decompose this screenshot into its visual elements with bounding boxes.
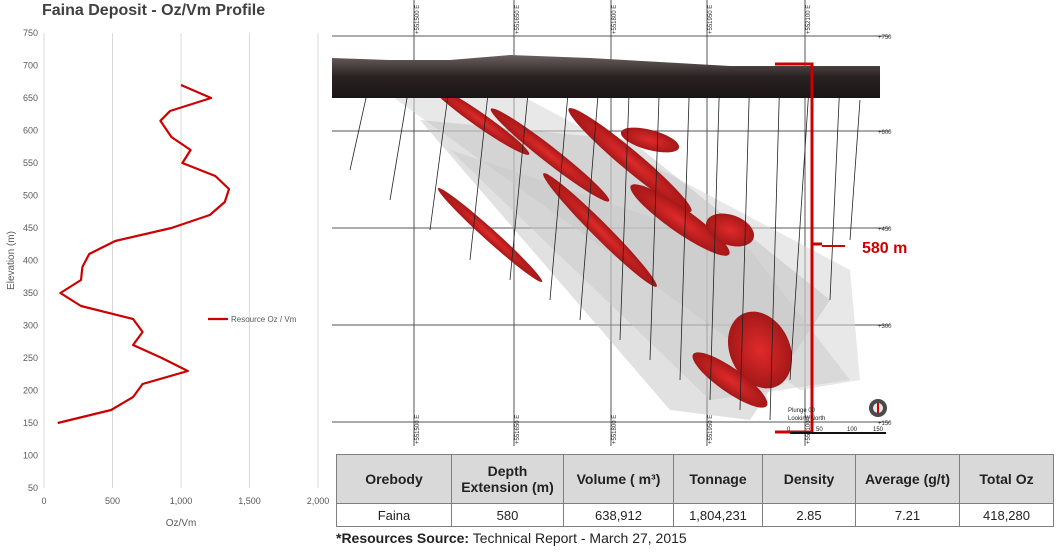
series-line bbox=[57, 83, 231, 425]
svg-text:150: 150 bbox=[873, 427, 884, 433]
elev-label-750: +750 bbox=[878, 35, 892, 41]
source-note: *Resources Source: Technical Report - Ma… bbox=[336, 530, 687, 546]
elev-label-600: +600 bbox=[878, 130, 892, 136]
elev-label-450: +450 bbox=[878, 227, 892, 233]
elevation-labels: +750 +600 +450 +300 +150 bbox=[878, 35, 892, 427]
y-tick-label: 350 bbox=[23, 288, 38, 298]
svg-text:50: 50 bbox=[816, 427, 823, 433]
x-tick-label: 500 bbox=[105, 496, 120, 506]
scale-bar: 0 50 100 150 bbox=[787, 427, 886, 434]
elev-label-300: +300 bbox=[878, 324, 892, 330]
source-label: *Resources Source: bbox=[336, 530, 470, 546]
table-header-row: Orebody Depth Extension (m) Volume ( m³)… bbox=[336, 454, 1054, 504]
x-axis-label: Oz/Vm bbox=[166, 518, 197, 529]
easting-top-4: +551950 E bbox=[708, 5, 714, 34]
cell-tonnage: 1,804,231 bbox=[673, 503, 763, 527]
y-tick-label: 50 bbox=[28, 483, 38, 493]
easting-top-1: +551500 E bbox=[415, 5, 421, 34]
header-orebody: Orebody bbox=[336, 454, 452, 504]
easting-bottom-4: +551950 E bbox=[708, 415, 714, 444]
y-tick-label: 700 bbox=[23, 61, 38, 71]
header-volume: Volume ( m³) bbox=[563, 454, 674, 504]
y-tick-label: 200 bbox=[23, 386, 38, 396]
x-tick-label: 1,500 bbox=[238, 496, 261, 506]
easting-labels: +551500 E +551650 E +551800 E +551950 E … bbox=[415, 5, 812, 444]
x-tick-label: 1,000 bbox=[170, 496, 193, 506]
plunge-label: Plunge 00 bbox=[788, 408, 816, 414]
y-tick-label: 550 bbox=[23, 158, 38, 168]
source-text: Technical Report - March 27, 2015 bbox=[469, 530, 687, 546]
y-tick-label: 400 bbox=[23, 256, 38, 266]
easting-bottom-1: +551500 E bbox=[415, 415, 421, 444]
header-density: Density bbox=[762, 454, 856, 504]
svg-text:100: 100 bbox=[847, 427, 858, 433]
chart-title: Faina Deposit - Oz/Vm Profile bbox=[42, 2, 266, 19]
looking-label: Looking North bbox=[788, 416, 825, 422]
y-tick-label: 600 bbox=[23, 126, 38, 136]
header-total-oz: Total Oz bbox=[959, 454, 1054, 504]
x-tick-label: 2,000 bbox=[307, 496, 330, 506]
depth-label: 580 m bbox=[862, 240, 907, 257]
cell-depth: 580 bbox=[451, 503, 564, 527]
header-tonnage: Tonnage bbox=[673, 454, 763, 504]
header-average: Average (g/t) bbox=[855, 454, 960, 504]
cell-volume: 638,912 bbox=[563, 503, 674, 527]
easting-top-5: +552100 E bbox=[806, 5, 812, 34]
cell-orebody: Faina bbox=[336, 503, 452, 527]
elev-label-150: +150 bbox=[878, 421, 892, 427]
cell-average: 7.21 bbox=[855, 503, 960, 527]
easting-top-3: +551800 E bbox=[612, 5, 618, 34]
y-tick-label: 100 bbox=[23, 451, 38, 461]
y-tick-label: 150 bbox=[23, 418, 38, 428]
oz-vm-profile-chart: 0 500 1,000 1,500 2,000 50 100 150 200 250 300 350 4… bbox=[6, 28, 330, 529]
cell-density: 2.85 bbox=[762, 503, 856, 527]
cross-section-image: 580 m +551500 E +551650 E +551800 E +551… bbox=[332, 0, 907, 446]
table-row: Faina 580 638,912 1,804,231 2.85 7.21 41… bbox=[336, 503, 1054, 527]
y-axis-label: Elevation (m) bbox=[6, 231, 17, 290]
easting-bottom-3: +551800 E bbox=[612, 415, 618, 444]
easting-bottom-2: +551650 E bbox=[515, 415, 521, 444]
cell-total-oz: 418,280 bbox=[959, 503, 1054, 527]
resource-table: Orebody Depth Extension (m) Volume ( m³)… bbox=[336, 454, 1054, 527]
y-tick-label: 650 bbox=[23, 93, 38, 103]
topography-band bbox=[332, 55, 880, 98]
x-tick-label: 0 bbox=[41, 496, 46, 506]
easting-bottom-5: +552100 E bbox=[806, 415, 812, 444]
drill-holes bbox=[349, 67, 861, 421]
header-depth: Depth Extension (m) bbox=[451, 454, 564, 504]
y-tick-label: 250 bbox=[23, 353, 38, 363]
legend-label: Resource Oz / Vm bbox=[231, 315, 297, 324]
y-tick-label: 300 bbox=[23, 321, 38, 331]
y-tick-label: 750 bbox=[23, 28, 38, 38]
y-tick-label: 450 bbox=[23, 223, 38, 233]
svg-text:0: 0 bbox=[787, 427, 791, 433]
y-tick-label: 500 bbox=[23, 191, 38, 201]
easting-top-2: +551650 E bbox=[515, 5, 521, 34]
